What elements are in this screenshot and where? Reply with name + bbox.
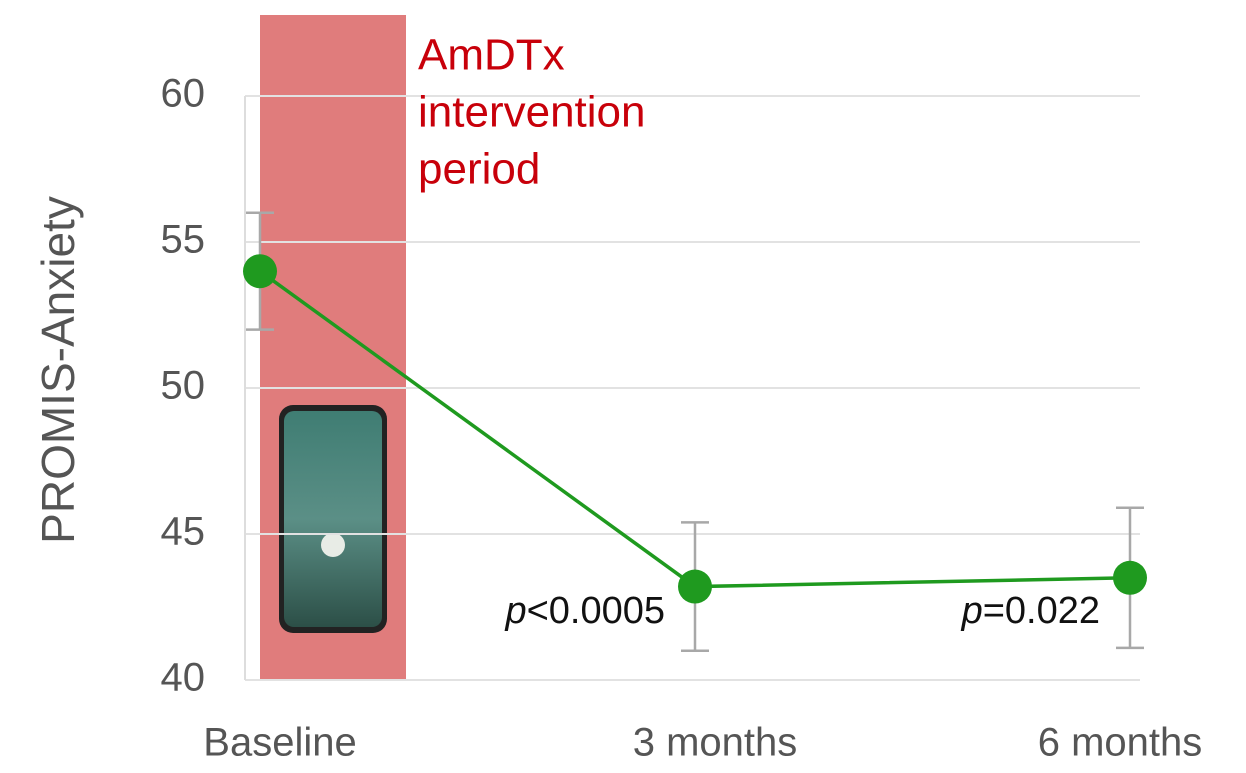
y-tick-label: 50	[161, 364, 206, 408]
x-tick-label: 6 months	[1038, 721, 1203, 765]
intervention-label: period	[418, 145, 540, 194]
phone-moon	[321, 533, 345, 557]
y-tick-label: 60	[161, 72, 206, 116]
p-text: <0.0005	[527, 590, 665, 632]
phone-screen	[284, 411, 382, 627]
background-layer	[260, 15, 406, 680]
intervention-label: AmDTx	[418, 31, 565, 80]
intervention-label: intervention	[418, 88, 645, 137]
data-point	[1113, 560, 1147, 595]
data-point	[243, 254, 277, 289]
p-symbol: p	[504, 590, 526, 632]
p-text: =0.022	[983, 590, 1100, 632]
y-tick-label: 45	[161, 510, 206, 554]
data-point	[678, 569, 712, 604]
y-tick-label: 55	[161, 218, 206, 262]
x-tick-label: 3 months	[633, 721, 798, 765]
x-tick-label: Baseline	[203, 721, 356, 765]
p-value: p<0.0005	[504, 590, 665, 632]
y-tick-label: 40	[161, 656, 206, 700]
p-symbol: p	[961, 590, 983, 632]
y-axis-label: PROMIS-Anxiety	[32, 196, 84, 544]
p-value: p=0.022	[961, 590, 1100, 632]
